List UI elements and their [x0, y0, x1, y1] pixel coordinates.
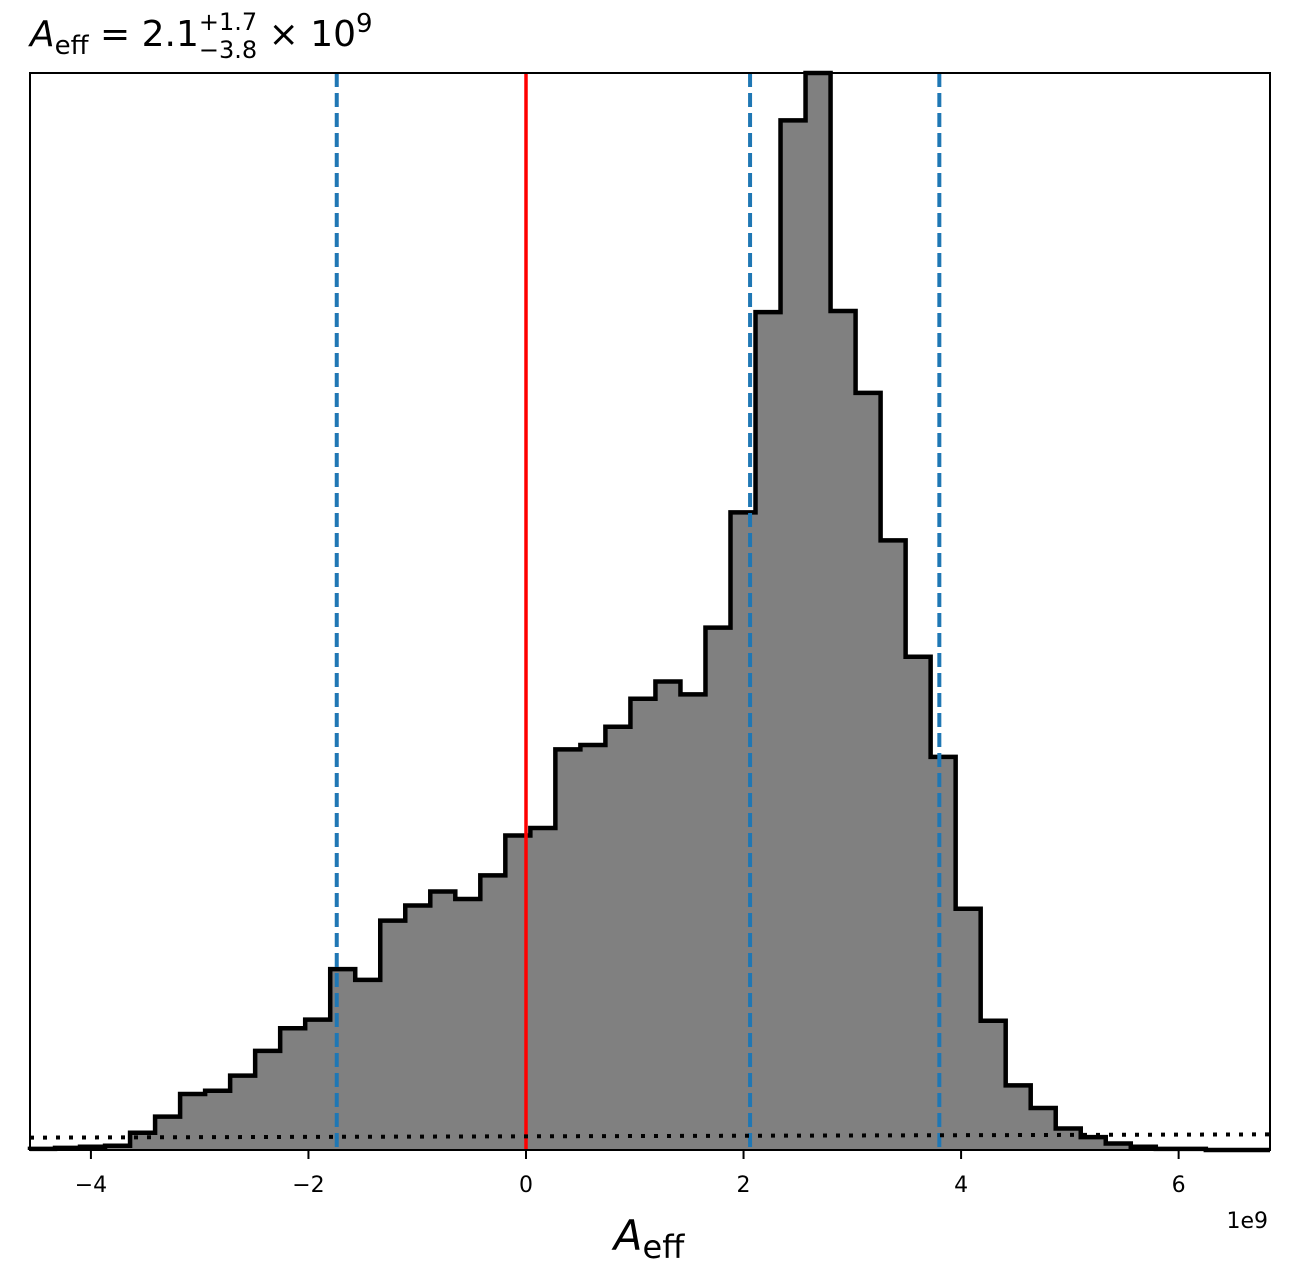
chart-title: Aeff = 2.1+1.7 −3.8 × 109	[28, 8, 373, 64]
histogram-bar	[305, 1019, 331, 1150]
histogram-bar	[905, 656, 932, 1150]
title-lower-error: −3.8	[199, 36, 257, 64]
histogram-bar	[855, 392, 882, 1150]
histogram-bar	[430, 891, 456, 1150]
histogram-bar	[480, 875, 506, 1150]
x-tick-label: −2	[292, 1173, 324, 1198]
histogram-bar	[355, 979, 381, 1150]
histogram-bar	[980, 1020, 1007, 1150]
title-times: ×	[257, 14, 310, 55]
x-tick-label: 2	[737, 1173, 751, 1198]
histogram-bar	[405, 905, 431, 1150]
x-axis-ticks: −4 −2 0 2 4 6	[75, 1150, 1186, 1198]
histogram-bar	[1105, 1143, 1132, 1150]
title-exponent: 9	[356, 9, 373, 39]
histogram-bar	[130, 1132, 156, 1150]
histogram-bar	[205, 1090, 231, 1150]
histogram-bar	[555, 749, 581, 1150]
plot-frame	[29, 72, 1271, 1151]
x-tick-label: −4	[75, 1173, 107, 1198]
x-axis-label: Aeff	[611, 1211, 685, 1266]
histogram-bar	[930, 756, 957, 1150]
title-upper-error: +1.7	[199, 8, 257, 36]
histogram-bar	[1080, 1137, 1107, 1150]
histogram-bar	[1055, 1128, 1082, 1150]
histogram-bar	[680, 694, 706, 1150]
histogram-bar	[655, 681, 681, 1150]
histogram-bar	[280, 1028, 306, 1150]
histogram-bar	[780, 120, 807, 1151]
title-symbol: A	[28, 14, 55, 55]
histogram-bar	[880, 540, 907, 1150]
histogram-bar	[330, 969, 356, 1150]
x-offset-label: 1e9	[1226, 1209, 1268, 1234]
histogram-bar	[955, 908, 982, 1150]
histogram-bar	[755, 312, 782, 1150]
histogram-bar	[805, 73, 832, 1150]
title-subscript: eff	[55, 31, 90, 61]
histogram-bar	[830, 311, 857, 1151]
histogram-bar	[705, 627, 731, 1150]
xlabel-subscript: eff	[643, 1228, 686, 1266]
title-value: 2.1	[142, 14, 199, 55]
histogram-outline	[27, 70, 1270, 1153]
x-tick-label: 0	[519, 1173, 533, 1198]
histogram-bars	[30, 73, 1207, 1151]
histogram-bar	[605, 726, 631, 1150]
histogram-bar	[155, 1116, 181, 1150]
histogram-bar	[630, 698, 656, 1150]
histogram-bar	[1005, 1085, 1032, 1150]
histogram-bar	[380, 920, 406, 1150]
title-base: 10	[310, 14, 356, 55]
x-tick-label: 4	[954, 1173, 968, 1198]
histogram-bar	[730, 512, 757, 1150]
histogram-bar	[255, 1050, 281, 1150]
histogram-bar	[1030, 1107, 1057, 1150]
x-tick-label: 6	[1172, 1173, 1186, 1198]
histogram-bar	[455, 899, 481, 1150]
histogram-bar	[180, 1093, 206, 1150]
histogram-bar	[530, 827, 556, 1150]
xlabel-symbol: A	[611, 1211, 643, 1260]
reference-lines	[334, 73, 942, 1150]
histogram-bar	[580, 745, 606, 1150]
title-equals: =	[89, 14, 142, 55]
